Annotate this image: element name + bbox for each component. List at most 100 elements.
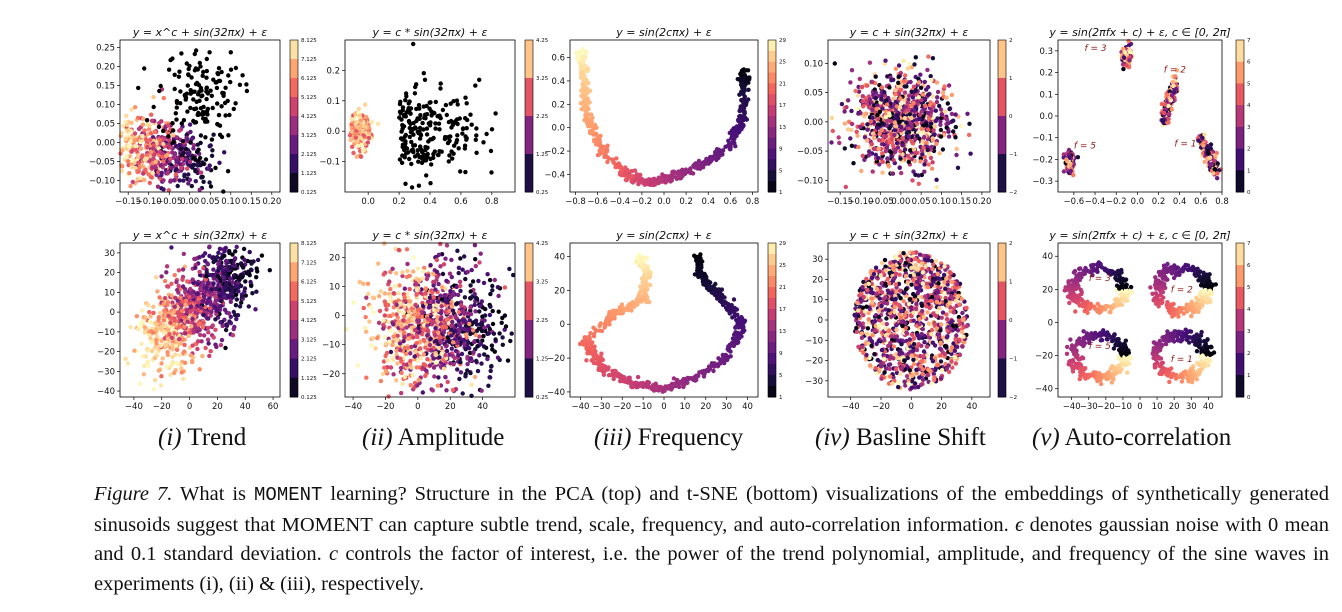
scatter-point [189,324,194,329]
plot-title: y = sin(2cπx) + ε [615,26,711,39]
scatter-point [738,71,744,76]
scatter-point [473,263,478,269]
y-tick-label: −0.4 [544,170,565,180]
scatter-point [223,245,228,251]
scatter-point [399,390,404,396]
scatter-point [179,370,184,375]
colorbar-segment [290,281,298,302]
scatter-point [457,116,462,121]
scatter-point [408,358,413,364]
colorbar-segment [768,320,776,332]
scatter-point [613,372,619,378]
x-tick-label: 40 [742,402,753,412]
scatter-point [489,363,494,369]
scatter-point [440,271,446,277]
scatter-point [477,260,482,265]
y-tick-label: 0.25 [96,44,115,54]
scatter-point [223,85,228,91]
scatter-point [474,126,479,131]
scatter-point [237,304,243,309]
scatter-point [129,165,134,170]
scatter-point [249,261,254,266]
scatter-point [188,91,193,96]
scatter-point [408,111,413,116]
y-tick-label: −30 [97,367,115,377]
x-tick-label: −20 [613,402,631,412]
scatter-point [705,282,711,287]
scatter-point [599,351,604,356]
scatter-point [190,277,195,282]
scatter-point [940,147,946,152]
scatter-point [415,307,421,313]
scatter-point [463,374,468,379]
y-tick-label: 40 [554,253,565,263]
colorbar-segment [768,353,776,365]
scatter-point [197,60,202,66]
scatter-point [741,85,746,91]
scatter-point [862,157,867,162]
scatter-point [180,299,185,304]
scatter-point [203,116,208,122]
scatter-point [656,177,662,182]
scatter-point [399,370,404,376]
scatter-point [167,332,172,337]
scatter-point [479,328,485,334]
scatter-point [140,134,145,139]
scatter-point [887,85,892,90]
scatter-point [140,354,145,359]
scatter-point [412,327,418,333]
scatter-point [474,150,479,155]
scatter-point [361,305,366,311]
scatter-point [486,383,491,388]
scatter-point [172,304,177,309]
scatter-point [481,280,487,286]
scatter-point [935,89,941,95]
scatter-point [388,365,394,370]
scatter-point [592,139,597,144]
scatter-point [170,342,175,347]
scatter-point [229,286,235,291]
scatter-point [407,309,412,314]
scatter-point [400,126,405,131]
scatter-point [905,66,911,71]
scatter-point [181,251,186,257]
y-tick-label: 10 [329,283,340,293]
scatter-point [139,138,145,143]
scatter-point [859,168,864,174]
scatter-point [391,312,396,317]
x-tick-label: −0.4 [609,197,630,207]
scatter-point [171,128,176,133]
scatter-point [583,54,588,59]
x-tick-label: 0.10 [221,197,240,207]
scatter-point [645,180,650,185]
scatter-point [707,158,713,164]
scatter-point [201,312,206,318]
scatter-point [133,165,138,171]
x-tick-label: 0.8 [746,197,760,207]
scatter-point [192,256,197,262]
y-tick-label: 0 [335,312,340,322]
scatter-point [217,246,223,251]
scatter-point [592,350,597,356]
scatter-point [599,144,604,150]
scatter-point [415,383,420,388]
scatter-point [151,387,157,392]
scatter-point [188,353,193,358]
colorbar-segment [768,243,776,255]
scatter-point [434,269,440,274]
scatter-point [421,269,426,274]
scatter-point [458,283,463,289]
scatter-point [160,151,165,156]
scatter-point [445,379,450,385]
scatter-point [193,167,198,173]
scatter-point [422,77,428,83]
scatter-point [385,358,390,363]
scatter-point [447,271,453,276]
scatter-point [462,254,467,259]
scatter-point [214,344,219,350]
scatter-point [505,358,511,363]
scatter-point [203,135,208,140]
scatter-point [154,327,159,332]
scatter-point [178,295,183,300]
scatter-point [179,121,184,126]
